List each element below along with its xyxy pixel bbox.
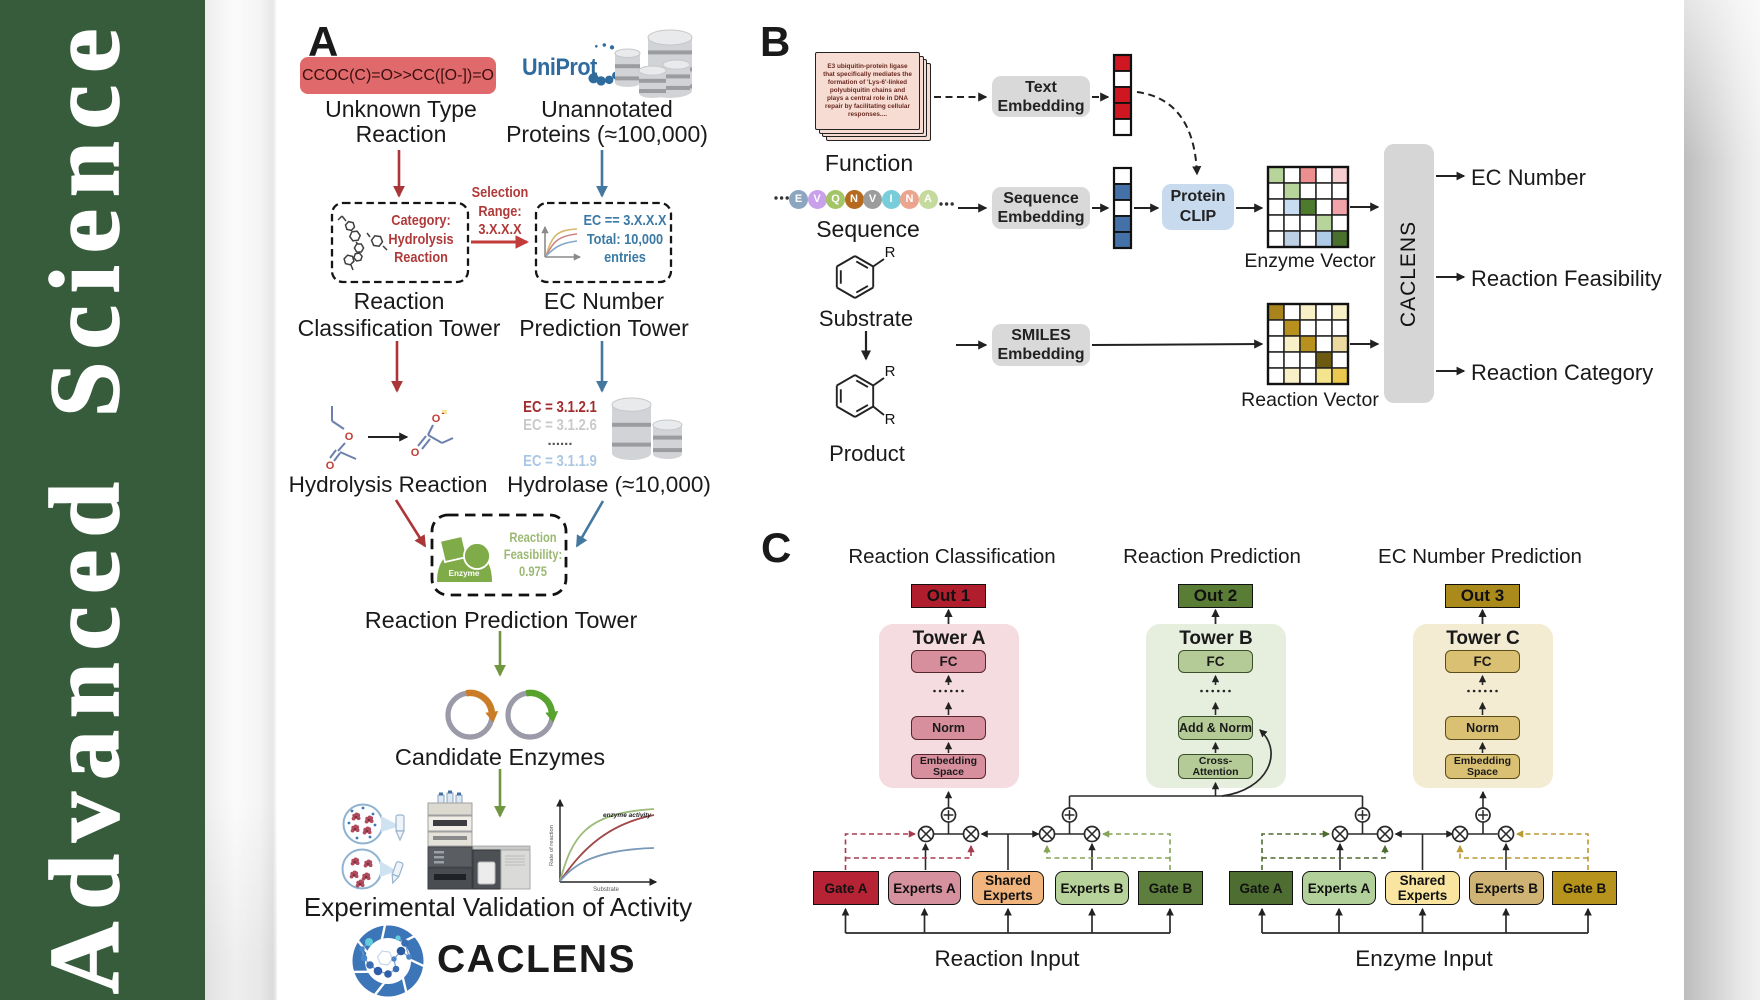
svg-text:Enzyme: Enzyme: [449, 569, 480, 578]
svg-text:O: O: [432, 413, 441, 425]
svg-text:R: R: [885, 244, 896, 261]
svg-text:-: -: [442, 408, 445, 418]
svg-text:O: O: [411, 447, 420, 459]
svg-text:Rate of reaction: Rate of reaction: [549, 825, 555, 866]
svg-text:R: R: [885, 363, 896, 380]
svg-text:R: R: [885, 411, 896, 428]
svg-text:O: O: [345, 431, 354, 443]
svg-text:enzyme activity: enzyme activity: [603, 812, 651, 819]
svg-text:O: O: [326, 460, 335, 472]
svg-text:Substrate: Substrate: [593, 887, 619, 893]
